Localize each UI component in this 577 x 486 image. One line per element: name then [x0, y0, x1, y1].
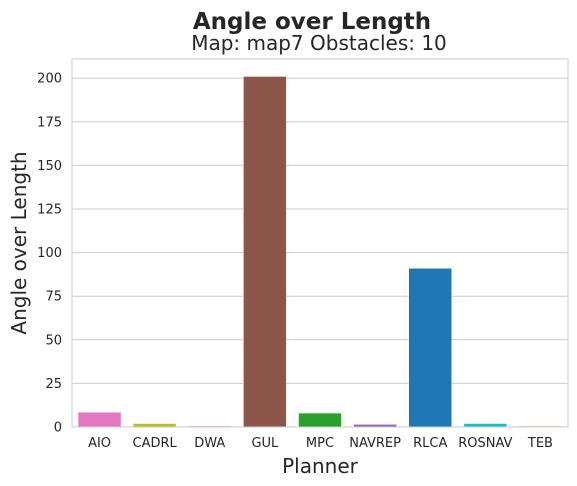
- chart-subtitle: Map: map7 Obstacles: 10: [191, 31, 447, 55]
- bar-aio: [77, 411, 122, 428]
- y-axis-label: Angle over Length: [7, 151, 31, 334]
- x-tick-label: NAVREP: [349, 436, 401, 451]
- y-tick-label: 25: [45, 377, 62, 392]
- y-tick-label: 75: [45, 290, 62, 305]
- x-tick-label: CADRL: [133, 436, 178, 451]
- x-tick-label: AIO: [88, 436, 111, 451]
- y-tick-label: 125: [37, 202, 62, 217]
- x-tick-label: ROSNAV: [458, 436, 512, 451]
- y-tick-label: 150: [37, 159, 62, 174]
- y-tick-label: 50: [45, 333, 62, 348]
- y-tick-label: 100: [37, 246, 62, 261]
- y-tick-label: 0: [54, 421, 62, 436]
- bar-rosnav: [463, 423, 508, 428]
- x-tick-labels: AIO CADRL DWA GUL MPC NAVREP RLCA ROSNAV TEB: [88, 436, 553, 451]
- x-axis-label: Planner: [282, 454, 359, 478]
- x-tick-label: RLCA: [413, 436, 447, 451]
- bar-rlca: [408, 268, 452, 428]
- x-tick-label: DWA: [194, 436, 225, 451]
- x-tick-label: GUL: [251, 436, 279, 451]
- chart-title: Angle over Length: [193, 9, 431, 35]
- bar-mpc: [298, 412, 342, 428]
- bar-cadrl: [132, 423, 177, 428]
- grid-lines: [72, 77, 568, 428]
- y-tick-label: 200: [37, 72, 62, 87]
- x-tick-label: MPC: [306, 436, 334, 451]
- bar-gul: [243, 76, 287, 428]
- x-tick-label: TEB: [527, 436, 553, 451]
- y-tick-labels: 0 25 50 75 100 125 150 175 200: [37, 72, 62, 436]
- y-tick-label: 175: [37, 115, 62, 130]
- plot-frame: [71, 58, 569, 428]
- bars: [77, 76, 563, 428]
